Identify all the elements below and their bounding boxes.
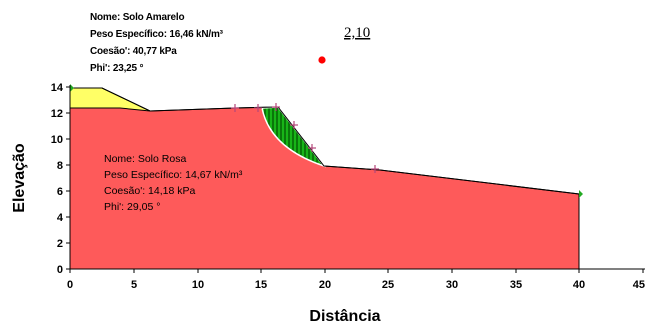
y-tick-label: 4 <box>57 212 64 224</box>
lower-material-cohesion: Coesão': 14,18 kPa <box>104 185 195 197</box>
upper-material-label: Nome: Solo Amarelo Peso Específico: 16,4… <box>90 12 224 74</box>
x-axis-title: Distância <box>309 308 380 325</box>
y-tick-label: 6 <box>57 186 63 198</box>
x-tick-label: 0 <box>67 279 73 291</box>
upper-material-phi: Phi': 23,25 ° <box>90 63 143 74</box>
y-tick-label: 0 <box>57 264 63 276</box>
y-tick-label: 2 <box>57 238 63 250</box>
x-tick-label: 10 <box>192 279 204 291</box>
y-tick-label: 12 <box>51 108 63 120</box>
y-tick-label: 14 <box>51 82 64 94</box>
edge-markers <box>70 84 583 198</box>
x-tick-label: 35 <box>510 279 522 291</box>
x-tick-label: 5 <box>131 279 137 291</box>
x-tick-label: 25 <box>382 279 394 291</box>
y-tick-marks <box>66 86 70 270</box>
y-axis-title: Elevação <box>11 143 28 213</box>
y-tick-label: 8 <box>57 160 63 172</box>
upper-material-unit-weight: Peso Específico: 16,46 kN/m³ <box>90 29 224 40</box>
upper-material-name: Nome: Solo Amarelo <box>90 12 184 23</box>
x-tick-marks <box>69 269 644 273</box>
x-tick-labels: 0 5 10 15 20 25 30 35 40 45 <box>67 279 645 291</box>
x-tick-label: 45 <box>633 279 645 291</box>
lower-material-name: Nome: Solo Rosa <box>104 153 186 165</box>
slip-center-point <box>318 56 326 64</box>
y-tick-labels: 0 2 4 6 8 10 12 14 <box>51 82 64 276</box>
lower-material-unit-weight: Peso Específico: 14,67 kN/m³ <box>104 169 243 181</box>
lower-material-label: Nome: Solo Rosa Peso Específico: 14,67 k… <box>104 153 243 213</box>
y-tick-label: 10 <box>51 134 63 146</box>
surface-markers <box>231 103 379 173</box>
upper-material-cohesion: Coesão': 40,77 kPa <box>90 46 177 57</box>
factor-of-safety: 2,10 <box>344 25 370 41</box>
x-tick-label: 20 <box>319 279 331 291</box>
x-tick-label: 15 <box>255 279 267 291</box>
x-tick-label: 40 <box>573 279 585 291</box>
lower-material-phi: Phi': 29,05 ° <box>104 201 160 213</box>
x-tick-label: 30 <box>446 279 458 291</box>
